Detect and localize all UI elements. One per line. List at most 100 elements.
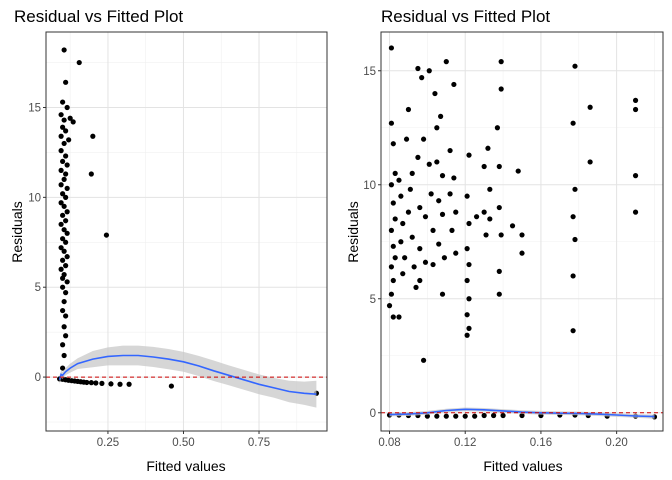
- data-point: [58, 182, 64, 188]
- data-point: [405, 209, 412, 215]
- data-point: [168, 383, 174, 389]
- data-point: [570, 120, 576, 126]
- panel-border: [380, 31, 664, 432]
- data-point: [63, 79, 69, 85]
- data-point: [496, 163, 502, 170]
- data-point: [491, 412, 497, 419]
- left-residual-plot: Residual vs Fitted Plot Fitted values Re…: [9, 7, 328, 474]
- data-point: [587, 104, 593, 110]
- data-point: [58, 167, 64, 173]
- data-point: [58, 148, 64, 154]
- data-point: [390, 200, 396, 206]
- data-point: [60, 124, 66, 130]
- data-point: [409, 234, 415, 240]
- data-point: [396, 314, 402, 320]
- data-point: [388, 291, 395, 297]
- data-point: [438, 113, 444, 119]
- data-point: [103, 232, 110, 238]
- data-point: [64, 185, 70, 191]
- data-point: [58, 266, 64, 272]
- left-y-axis-title: Residuals: [9, 201, 25, 262]
- data-point: [58, 112, 64, 118]
- data-point: [498, 232, 504, 238]
- data-point: [420, 357, 427, 363]
- data-point: [434, 413, 440, 419]
- data-point: [390, 314, 396, 320]
- data-point: [420, 136, 427, 142]
- smooth-line: [389, 408, 655, 418]
- data-point: [422, 259, 429, 265]
- right-y-axis-title: Residuals: [345, 201, 361, 262]
- data-point: [464, 193, 470, 199]
- left-plot-panel: 0.25 0.50 0.75 0 5 10 15: [28, 31, 328, 449]
- data-point: [439, 211, 446, 217]
- data-point: [88, 380, 94, 386]
- data-point: [570, 214, 576, 220]
- data-point: [466, 220, 472, 227]
- data-point: [428, 191, 434, 197]
- data-point: [570, 273, 576, 279]
- data-point: [400, 271, 406, 277]
- data-point: [76, 59, 82, 66]
- data-point: [99, 380, 105, 386]
- data-point: [388, 264, 395, 270]
- data-point: [509, 223, 516, 229]
- smooth-fit: [58, 345, 317, 408]
- data-point: [117, 381, 123, 387]
- right-chart-title: Residual vs Fitted Plot: [381, 7, 550, 26]
- data-point: [498, 59, 504, 65]
- data-point: [60, 284, 66, 290]
- data-point: [451, 175, 457, 181]
- data-point: [64, 104, 70, 111]
- data-point: [430, 227, 436, 233]
- data-point: [496, 204, 502, 211]
- data-point: [453, 250, 459, 256]
- data-point: [473, 214, 480, 220]
- data-point: [64, 279, 70, 285]
- scatter-points: [386, 45, 658, 420]
- data-point: [58, 245, 64, 251]
- y-tick-label: 0: [35, 372, 41, 384]
- data-point: [426, 68, 432, 74]
- data-point: [63, 153, 69, 159]
- data-point: [432, 90, 438, 97]
- data-point: [88, 171, 94, 177]
- data-point: [61, 140, 67, 147]
- data-point: [63, 194, 69, 200]
- data-point: [632, 106, 639, 113]
- right-x-axis-title: Fitted values: [483, 458, 562, 474]
- data-point: [63, 239, 69, 245]
- data-point: [411, 264, 417, 270]
- data-point: [60, 99, 66, 105]
- data-point: [436, 241, 442, 247]
- data-point: [417, 204, 423, 211]
- data-point: [60, 191, 66, 197]
- data-point: [472, 413, 478, 419]
- left-chart-title: Residual vs Fitted Plot: [14, 7, 183, 26]
- data-point: [466, 152, 472, 158]
- right-plot-panel: 0.08 0.12 0.16 0.20 0 5 10 15: [363, 31, 664, 449]
- data-point: [443, 413, 449, 419]
- data-point: [58, 221, 64, 227]
- data-point: [60, 257, 66, 263]
- data-point: [60, 275, 66, 281]
- data-point: [400, 220, 406, 227]
- data-point: [587, 159, 593, 165]
- x-tick-label: 0.16: [530, 437, 552, 449]
- data-point: [451, 81, 457, 88]
- data-point: [64, 230, 70, 236]
- data-point: [388, 45, 395, 51]
- data-point: [453, 413, 459, 419]
- data-point: [386, 303, 393, 309]
- data-point: [90, 133, 96, 139]
- x-tick-label: 0.25: [97, 437, 119, 449]
- data-point: [481, 163, 487, 170]
- data-point: [464, 246, 470, 252]
- data-point: [453, 209, 459, 215]
- data-point: [60, 365, 66, 371]
- data-point: [434, 125, 440, 131]
- data-point: [417, 277, 423, 284]
- data-point: [58, 200, 64, 206]
- data-point: [388, 227, 395, 233]
- data-point: [632, 97, 639, 103]
